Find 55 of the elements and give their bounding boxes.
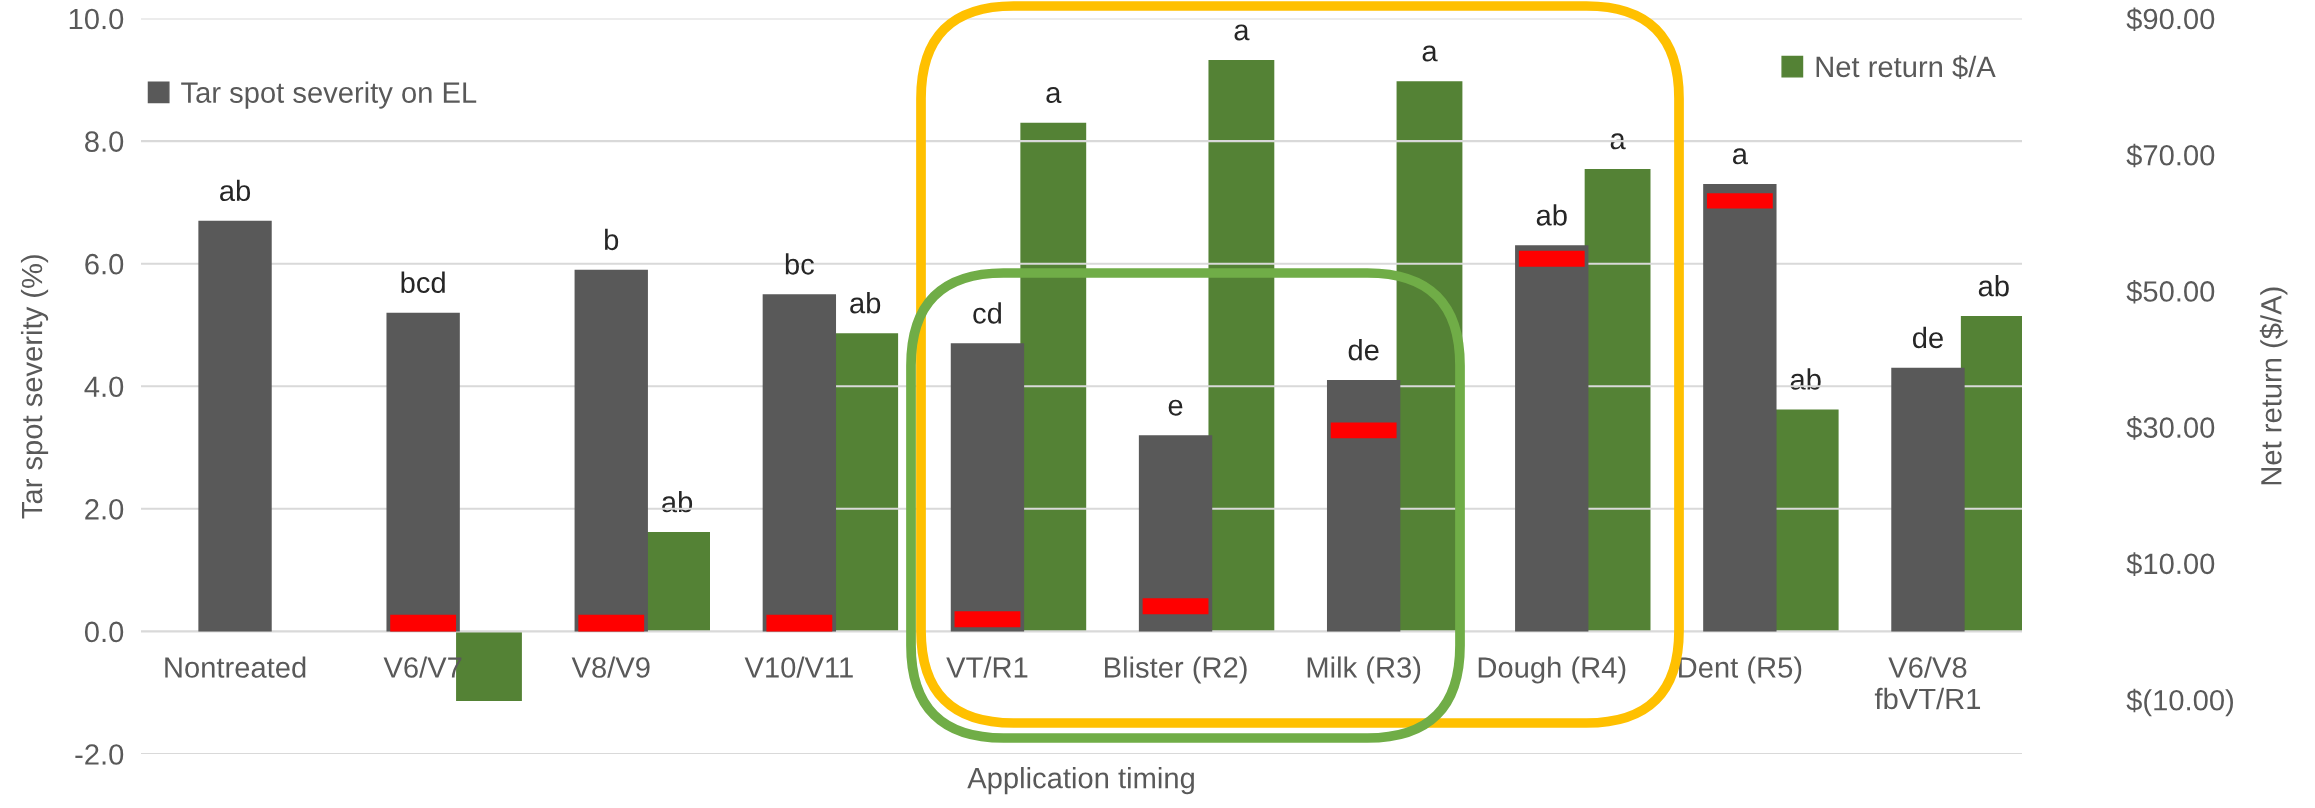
data-label: de: [1348, 339, 1379, 361]
x-tick-label: Milk (R3): [1307, 656, 1421, 684]
bar: [386, 312, 460, 632]
y2-axis-title: Net return ($/A): [2259, 287, 2288, 485]
y-tick-label: 0.0: [84, 621, 124, 643]
x-tick-label: Blister (R2): [1105, 656, 1247, 684]
y2-tick-label: $50.00: [2126, 279, 2215, 304]
x-axis-title: Application timing: [967, 767, 1194, 795]
data-label: de: [1912, 326, 1943, 349]
y-tick-label: -2.0: [75, 744, 124, 765]
data-label: a: [1234, 24, 1250, 41]
bar: [578, 614, 645, 632]
bar: [1208, 60, 1275, 632]
bar: [1703, 183, 1777, 632]
bar: [1518, 250, 1585, 267]
bar: [1706, 193, 1773, 209]
y-tick-label: 10.0: [69, 8, 124, 30]
y2-tick-label: $90.00: [2126, 7, 2215, 32]
x-tick-label: Dough (R4): [1478, 656, 1626, 684]
x-tick-label: V6/V8 fbVT/R1: [1874, 656, 1981, 710]
bar: [1142, 598, 1209, 615]
y-tick-label: 2.0: [85, 499, 124, 520]
bar: [574, 269, 648, 632]
y-tick-label: 8.0: [85, 131, 124, 152]
y-axis-title: Tar spot severity (%): [20, 255, 49, 519]
data-label: ab: [220, 179, 251, 202]
bar: [390, 614, 457, 632]
data-label: ab: [1536, 204, 1567, 226]
legend-label: Net return $/A: [1816, 55, 1996, 79]
y2-tick-label: $70.00: [2126, 143, 2215, 168]
x-tick-label: V8/V9: [571, 656, 650, 678]
data-label: b: [605, 228, 619, 251]
data-label: bcd: [401, 271, 445, 294]
x-tick-label: Dent (R5): [1679, 656, 1802, 684]
y-tick-label: 4.0: [84, 376, 124, 398]
data-label: e: [1168, 399, 1183, 416]
data-label: bc: [785, 253, 814, 275]
x-tick-label: V10/V11: [744, 656, 853, 678]
x-tick-label: Nontreated: [165, 656, 306, 678]
x-tick-label: VT/R1: [946, 656, 1028, 678]
y-tick-label: 6.0: [85, 253, 124, 275]
legend-label: Tar spot severity on EL: [181, 81, 477, 109]
bar: [766, 614, 833, 632]
bar: [954, 611, 1021, 628]
data-label: ab: [850, 292, 881, 314]
y2-tick-label: $(10.00): [2126, 688, 2233, 717]
bar: [1330, 422, 1397, 439]
y2-tick-label: $30.00: [2126, 416, 2215, 440]
bar: [198, 220, 272, 632]
data-label: a: [1046, 87, 1062, 104]
data-label: a: [1422, 45, 1438, 62]
data-label: a: [1732, 148, 1748, 165]
data-label: ab: [1978, 275, 2009, 297]
data-label: cd: [973, 302, 1001, 324]
y2-tick-label: $10.00: [2126, 552, 2215, 576]
